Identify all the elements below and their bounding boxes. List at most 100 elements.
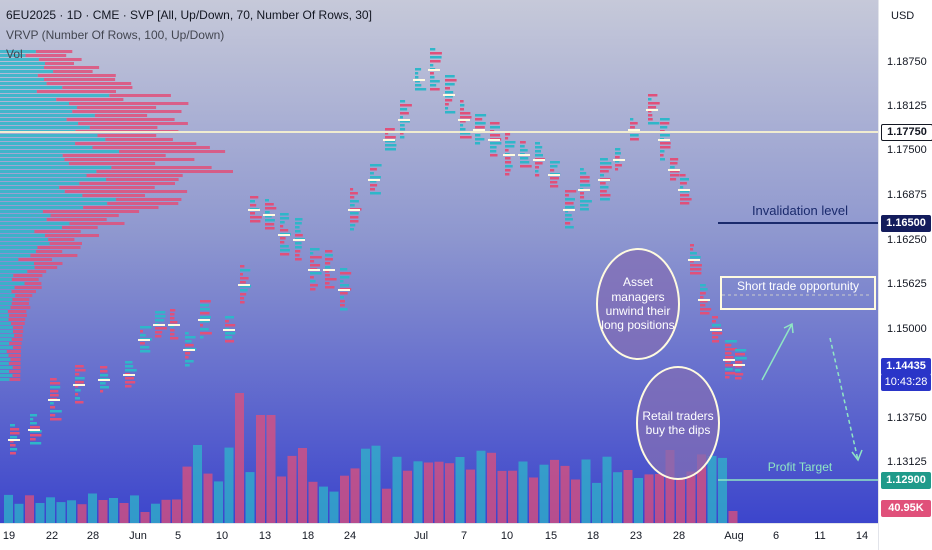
price-profile-row xyxy=(445,99,453,102)
currency-label[interactable]: USD xyxy=(891,10,915,22)
price-profile-row xyxy=(140,334,146,337)
price-profile-row xyxy=(370,164,382,167)
price-profile-row xyxy=(615,156,620,159)
vol-indicator-label[interactable]: Vol xyxy=(6,47,23,61)
poc-marker xyxy=(733,364,745,366)
profile-row-up xyxy=(0,342,10,345)
price-profile-row xyxy=(712,336,719,339)
price-profile-row xyxy=(10,452,16,455)
price-profile-row xyxy=(310,248,320,251)
price-profile-row xyxy=(660,142,671,145)
invalidation-level-label: Invalidation level xyxy=(751,203,849,218)
price-profile-row xyxy=(240,277,249,280)
profile-row-down xyxy=(83,206,159,209)
price-profile-row xyxy=(155,315,166,318)
time-label: 19 xyxy=(2,530,16,542)
profile-row-down xyxy=(92,146,210,149)
poc-marker xyxy=(278,234,290,236)
chart-plot-area[interactable] xyxy=(0,0,878,523)
price-profile-row xyxy=(712,324,721,327)
volume-bar xyxy=(686,471,696,523)
time-label: 11 xyxy=(814,530,826,542)
poc-marker xyxy=(138,339,150,341)
price-axis[interactable]: USD 1.18750 1.18125 1.17500 1.16875 1.16… xyxy=(878,0,932,550)
profile-row-down xyxy=(11,302,29,305)
price-profile-row xyxy=(340,300,345,303)
price-profile-row xyxy=(660,150,665,153)
price-profile-row xyxy=(490,150,497,153)
price-profile-row xyxy=(200,316,211,319)
price-profile-row xyxy=(670,166,675,169)
price-profile-row xyxy=(340,284,350,287)
profile-row-down xyxy=(44,66,100,69)
price-profile-row xyxy=(648,94,658,97)
price-profile-row xyxy=(400,104,412,107)
price-profile-row xyxy=(460,128,466,131)
profile-row-up xyxy=(0,254,31,257)
price-profile-row xyxy=(280,253,290,256)
price-profile-row xyxy=(340,280,344,283)
price-profile-row xyxy=(505,141,516,144)
poc-marker xyxy=(123,374,135,376)
price-profile-row xyxy=(225,320,229,323)
price-profile-row xyxy=(295,226,300,229)
volume-bar xyxy=(413,461,423,523)
price-profile-row xyxy=(430,60,441,63)
profile-row-up xyxy=(0,210,43,213)
profile-row-down xyxy=(13,274,43,277)
profile-row-up xyxy=(0,206,84,209)
profile-row-down xyxy=(12,374,21,377)
price-profile-row xyxy=(30,442,42,445)
price-profile-row xyxy=(385,140,396,143)
profile-row-down xyxy=(119,150,226,153)
price-profile-row xyxy=(580,200,592,203)
profile-row-down xyxy=(14,286,42,289)
price-profile-row xyxy=(370,176,381,179)
profile-row-up xyxy=(0,222,70,225)
price-profile-row xyxy=(370,172,374,175)
time-label: 24 xyxy=(343,530,357,542)
volume-bar xyxy=(718,457,727,523)
price-profile-row xyxy=(690,256,701,259)
price-tick: 1.15625 xyxy=(887,278,927,290)
chart-title[interactable]: 6EU2025 · 1D · CME · SVP [All, Up/Down, … xyxy=(6,8,372,22)
price-profile-row xyxy=(725,356,734,359)
price-profile-row xyxy=(50,406,56,409)
price-profile-row xyxy=(565,210,569,213)
price-profile-row xyxy=(700,292,706,295)
profile-row-down xyxy=(42,210,140,213)
price-profile-row xyxy=(385,136,396,139)
price-profile-row xyxy=(735,357,747,360)
price-profile-row xyxy=(385,148,396,151)
price-tick: 1.13125 xyxy=(887,456,927,468)
poc-marker xyxy=(73,384,85,386)
price-profile-row xyxy=(735,349,747,352)
price-profile-row xyxy=(385,144,397,147)
up-arrow xyxy=(761,323,793,381)
profile-row-down xyxy=(82,194,145,197)
price-profile-row xyxy=(225,340,235,343)
price-profile-row xyxy=(250,200,255,203)
price-profile-row xyxy=(310,260,315,263)
time-axis[interactable]: 19 22 28 Jun 5 10 13 18 24 Jul 7 10 15 1… xyxy=(0,523,878,550)
volume-bar xyxy=(613,472,622,523)
time-label: 23 xyxy=(629,530,643,542)
price-profile-row xyxy=(310,284,318,287)
profile-row-up xyxy=(0,70,54,73)
profile-row-down xyxy=(49,242,82,245)
profile-row-down xyxy=(46,218,107,221)
price-profile-row xyxy=(225,324,236,327)
price-profile-row xyxy=(240,285,252,288)
price-profile-row xyxy=(670,178,677,181)
volume-bar xyxy=(371,445,381,523)
volume-bar xyxy=(361,448,370,523)
volume-bar xyxy=(697,454,706,523)
price-profile-row xyxy=(680,182,687,185)
price-profile-row xyxy=(735,377,742,380)
vrvp-indicator-label[interactable]: VRVP (Number Of Rows, 100, Up/Down) xyxy=(6,28,225,42)
price-profile-row xyxy=(370,180,377,183)
profile-row-up xyxy=(0,246,38,249)
price-profile-row xyxy=(10,436,18,439)
price-profile-row xyxy=(475,126,485,129)
price-profile-row xyxy=(565,226,574,229)
